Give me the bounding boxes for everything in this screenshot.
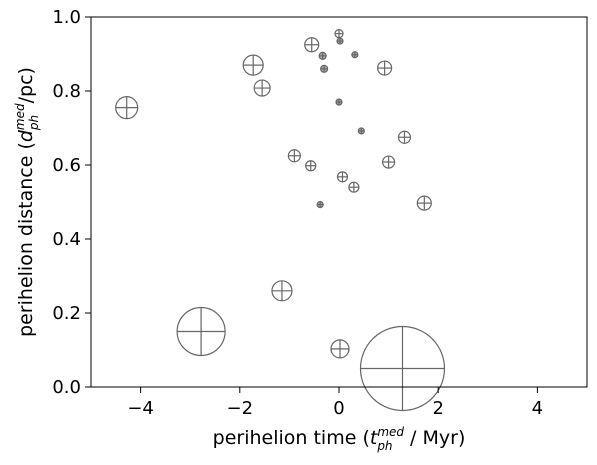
- x-tick-label: −4: [127, 398, 154, 419]
- x-axis: −4 −2 0 2 4: [127, 387, 543, 419]
- data-point: [176, 306, 226, 357]
- data-point: [382, 155, 396, 169]
- data-point: [351, 51, 359, 59]
- data-point: [336, 37, 344, 45]
- data-point: [359, 325, 446, 412]
- x-axis-label-suffix: / Myr): [404, 427, 465, 449]
- data-point: [357, 127, 365, 135]
- y-tick-label: 1.0: [52, 7, 81, 28]
- data-point: [320, 64, 329, 73]
- y-axis-label-symbol: d: [15, 129, 37, 142]
- y-tick-label: 0.8: [52, 81, 81, 102]
- x-tick-label: 2: [432, 398, 443, 419]
- y-axis-label: perihelion distance (dmedph/pc): [13, 67, 41, 337]
- x-axis-label-subscript: ph: [376, 439, 392, 453]
- y-axis: 0.0 0.2 0.4 0.6 0.8 1.0: [52, 7, 91, 398]
- x-tick-label: −2: [227, 398, 254, 419]
- data-point: [316, 200, 324, 209]
- data-point: [271, 280, 293, 302]
- data-point: [242, 54, 264, 76]
- y-tick-label: 0.0: [52, 377, 81, 398]
- data-point: [305, 160, 317, 172]
- x-tick-label: 0: [333, 398, 344, 419]
- x-axis-label-superscript: med: [377, 425, 404, 439]
- plot-frame: [90, 16, 588, 388]
- data-point: [334, 29, 344, 39]
- data-point: [304, 37, 320, 53]
- y-axis-label-prefix: perihelion distance (: [15, 142, 37, 337]
- data-point: [287, 149, 301, 163]
- data-point: [115, 96, 139, 120]
- x-axis-label-prefix: perihelion time (: [213, 427, 370, 449]
- data-point: [336, 171, 349, 183]
- x-tick-label: 4: [532, 398, 543, 419]
- x-axis-label-symbol: t: [370, 427, 379, 449]
- data-point: [330, 339, 350, 359]
- data-point: [318, 51, 327, 60]
- x-axis-label: perihelion time (tmed ph / Myr): [213, 425, 466, 453]
- plot-area: [115, 29, 446, 412]
- data-point: [335, 98, 343, 106]
- data-point: [253, 79, 271, 97]
- y-tick-label: 0.2: [52, 303, 81, 324]
- y-tick-label: 0.6: [52, 155, 81, 176]
- data-point: [377, 60, 393, 76]
- y-axis-label-subscript: ph: [27, 115, 41, 131]
- data-point: [348, 181, 360, 193]
- y-tick-label: 0.4: [52, 229, 81, 250]
- data-point: [416, 195, 432, 211]
- y-axis-label-suffix: /pc): [15, 67, 37, 103]
- y-axis-label-superscript: med: [13, 103, 27, 130]
- data-point: [397, 130, 412, 144]
